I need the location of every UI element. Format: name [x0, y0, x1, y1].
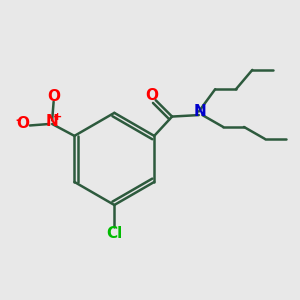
- Text: O: O: [16, 116, 29, 131]
- Text: N: N: [46, 114, 58, 129]
- Text: N: N: [194, 104, 207, 119]
- Text: Cl: Cl: [106, 226, 122, 241]
- Text: O: O: [47, 89, 60, 104]
- Text: O: O: [145, 88, 158, 103]
- Text: -: -: [15, 114, 20, 127]
- Text: +: +: [52, 112, 62, 122]
